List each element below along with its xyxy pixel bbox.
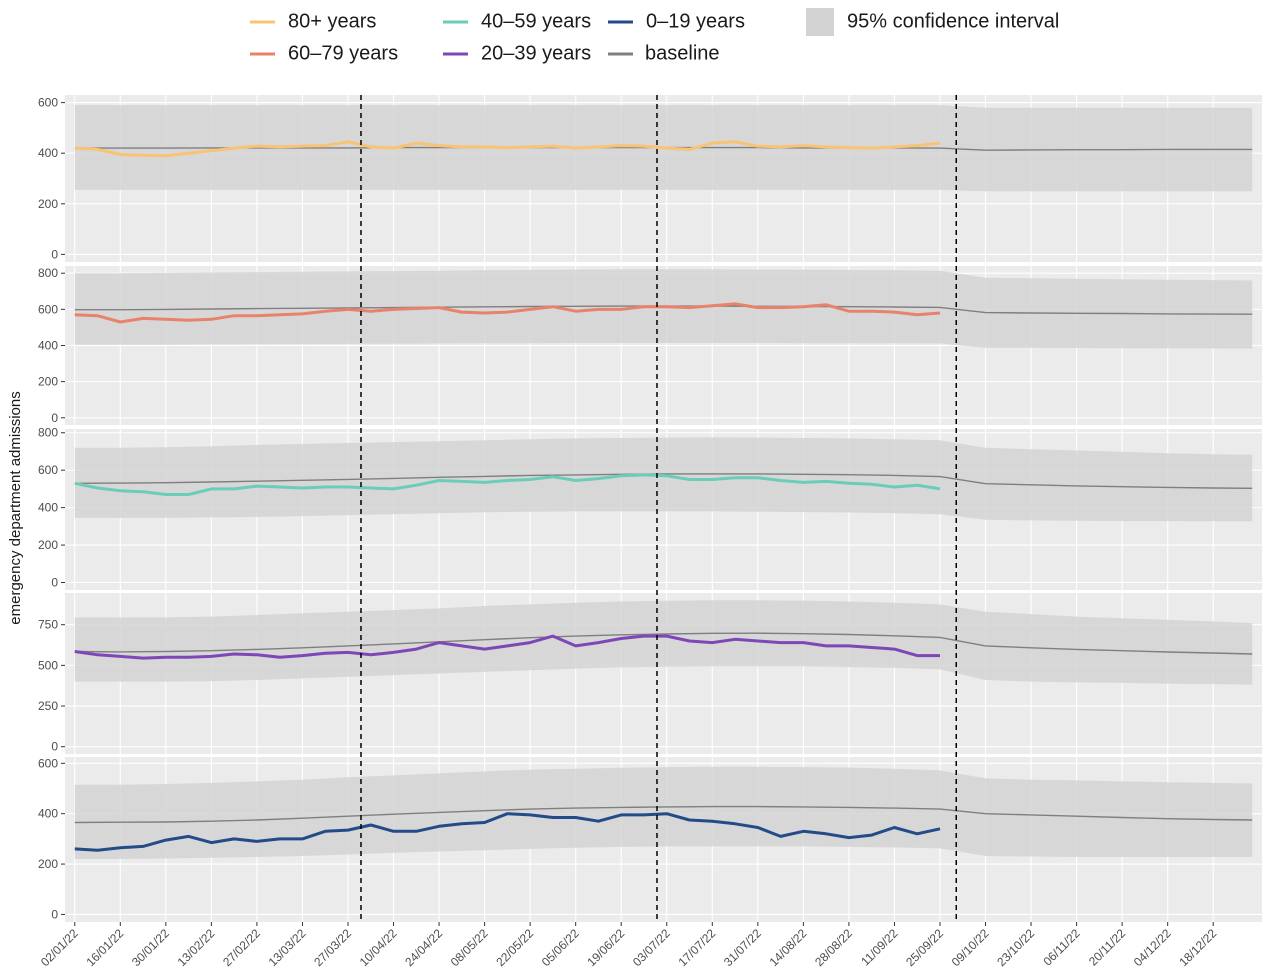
- y-tick-label: 600: [38, 463, 58, 477]
- x-tick-label: 18/12/22: [1176, 926, 1219, 969]
- x-tick-label: 17/07/22: [675, 926, 718, 969]
- legend-key: [806, 8, 834, 36]
- x-tick-label: 22/05/22: [493, 926, 536, 969]
- x-tick-label: 08/05/22: [448, 926, 491, 969]
- y-tick-label: 0: [51, 576, 58, 590]
- x-tick-label: 06/11/22: [1040, 926, 1083, 969]
- legend-label: 20–39 years: [481, 42, 591, 64]
- y-tick-label: 500: [38, 658, 58, 672]
- y-tick-label: 800: [38, 426, 58, 440]
- y-tick-label: 0: [51, 907, 58, 921]
- baseline-line: [74, 805, 1253, 824]
- confidence-band: [74, 600, 1253, 685]
- y-tick-label: 400: [38, 807, 58, 821]
- legend-label: 0–19 years: [646, 10, 745, 32]
- legend-label: baseline: [645, 42, 720, 64]
- y-tick-label: 400: [38, 501, 58, 515]
- y-axis-label: emergency department admissions: [7, 391, 24, 624]
- legend-label: 80+ years: [288, 10, 376, 32]
- x-tick-label: 27/02/22: [220, 926, 263, 969]
- y-tick-label: 200: [38, 538, 58, 552]
- x-tick-label: 09/10/22: [949, 926, 992, 969]
- baseline-line: [74, 632, 1253, 655]
- y-tick-label: 400: [38, 339, 58, 353]
- legend: 80+ years 60–79 years 40–59 years 20–39 yea…: [250, 8, 1059, 64]
- legend-label: 95% confidence interval: [847, 10, 1059, 32]
- y-tick-label: 800: [38, 266, 58, 280]
- confidence-band: [74, 269, 1253, 349]
- y-tick-label: 200: [38, 375, 58, 389]
- x-tick-label: 16/01/22: [83, 926, 126, 969]
- y-tick-label: 600: [38, 302, 58, 316]
- series-line: [74, 302, 941, 324]
- y-tick-label: 250: [38, 699, 58, 713]
- y-tick-label: 0: [51, 740, 58, 754]
- baseline-line: [74, 473, 1253, 489]
- x-tick-label: 02/01/22: [38, 926, 81, 969]
- x-tick-label: 24/04/22: [402, 926, 445, 969]
- x-tick-label: 13/03/22: [266, 926, 309, 969]
- x-tick-label: 11/09/22: [858, 926, 901, 969]
- x-tick-label: 05/06/22: [539, 926, 582, 969]
- x-tick-label: 13/02/22: [175, 926, 218, 969]
- x-tick-label: 25/09/22: [903, 926, 946, 969]
- y-tick-label: 600: [38, 96, 58, 110]
- x-tick-label: 20/11/22: [1086, 926, 1129, 969]
- x-tick-label: 31/07/22: [721, 926, 764, 969]
- x-tick-label: 27/03/22: [311, 926, 354, 969]
- y-tick-label: 0: [51, 411, 58, 425]
- series-line: [74, 473, 941, 496]
- x-tick-label: 19/06/22: [584, 926, 627, 969]
- x-tick-label: 10/04/22: [357, 926, 400, 969]
- legend-label: 40–59 years: [481, 10, 591, 32]
- series-line: [74, 812, 941, 852]
- legend-label: 60–79 years: [288, 42, 398, 64]
- x-tick-label: 28/08/22: [812, 926, 855, 969]
- confidence-band: [74, 437, 1253, 522]
- x-tick-label: 23/10/22: [994, 926, 1037, 969]
- x-tick-label: 14/08/22: [767, 926, 810, 969]
- y-tick-label: 200: [38, 197, 58, 211]
- x-tick-label: 04/12/22: [1131, 926, 1174, 969]
- y-tick-label: 200: [38, 857, 58, 871]
- x-tick-label: 30/01/22: [129, 926, 172, 969]
- y-tick-label: 400: [38, 146, 58, 160]
- series-line: [74, 140, 941, 158]
- y-tick-label: 600: [38, 756, 58, 770]
- y-tick-label: 750: [38, 618, 58, 632]
- y-tick-label: 0: [51, 247, 58, 261]
- x-tick-label: 03/07/22: [630, 926, 673, 969]
- series-line: [74, 634, 940, 660]
